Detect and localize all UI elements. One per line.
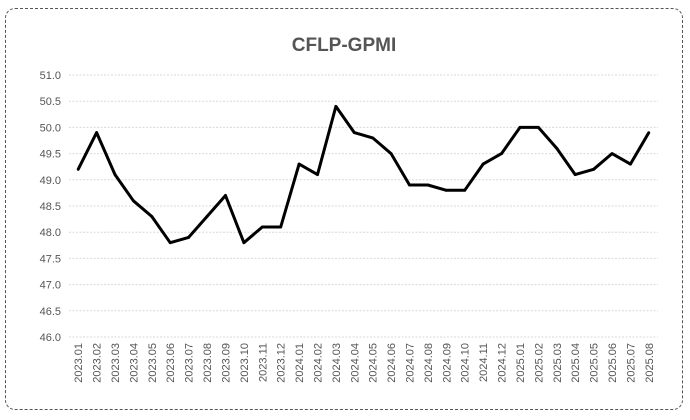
x-tick-label: 2023.07 — [184, 343, 196, 383]
data-point — [224, 194, 227, 197]
data-point — [481, 162, 485, 166]
y-tick-label: 46.5 — [40, 306, 61, 318]
x-tick-label: 2025.05 — [589, 343, 601, 383]
data-point — [647, 131, 651, 135]
x-tick-label: 2024.06 — [386, 343, 398, 383]
series-layer — [76, 104, 651, 245]
x-tick-label: 2024.04 — [349, 343, 361, 383]
y-tick-label: 49.5 — [40, 149, 61, 161]
data-point — [76, 167, 80, 171]
data-point — [260, 225, 264, 229]
data-point — [297, 162, 301, 166]
data-point — [426, 183, 430, 187]
x-tick-label: 2025.02 — [533, 343, 545, 383]
data-point — [113, 173, 117, 176]
data-point — [279, 225, 283, 229]
x-tick-label: 2023.05 — [147, 343, 159, 383]
x-tick-label: 2024.07 — [405, 343, 417, 383]
data-point — [371, 136, 375, 140]
data-point — [205, 215, 209, 218]
x-tick-label: 2023.10 — [239, 343, 251, 383]
series-line — [76, 104, 651, 245]
chart-title: CFLP-GPMI — [291, 35, 397, 56]
data-point — [592, 167, 595, 171]
x-tick-label: 2023.11 — [257, 343, 269, 382]
data-point — [242, 241, 246, 245]
x-tick-label: 2023.02 — [92, 343, 104, 383]
x-tick-label: 2025.07 — [625, 343, 637, 383]
x-tick-label: 2023.09 — [220, 343, 232, 383]
x-tick-label: 2024.12 — [497, 343, 509, 383]
data-point — [132, 199, 135, 203]
x-tick-label: 2024.09 — [441, 343, 453, 383]
gridlines — [69, 74, 658, 338]
data-point — [536, 126, 540, 129]
y-tick-label: 47.0 — [40, 280, 61, 292]
x-tick-label: 2024.01 — [294, 343, 306, 383]
x-tick-label: 2023.01 — [73, 343, 85, 383]
x-tick-label: 2025.04 — [570, 343, 582, 383]
data-point — [463, 188, 467, 192]
x-tick-label: 2023.08 — [202, 343, 214, 383]
y-tick-label: 50.5 — [40, 96, 61, 108]
y-tick-label: 49.0 — [40, 175, 61, 187]
x-tick-label: 2025.06 — [607, 343, 619, 383]
x-tick-label: 2023.12 — [276, 343, 288, 383]
x-tick-label: 2024.03 — [331, 343, 343, 383]
data-point — [628, 162, 632, 166]
x-tick-label: 2024.08 — [423, 343, 435, 383]
x-tick-label: 2025.08 — [644, 343, 656, 383]
data-point — [168, 241, 172, 245]
data-point — [610, 152, 614, 156]
y-axis-ticks: 51.0 50.5 50.0 49.5 49.0 48.5 48.0 47.5 47.0 46.5… — [40, 70, 61, 344]
x-tick-label: 2024.11 — [478, 343, 490, 382]
y-tick-label: 51.0 — [40, 70, 61, 82]
data-point — [518, 126, 522, 129]
y-tick-label: 48.0 — [40, 227, 61, 239]
data-point — [150, 215, 154, 218]
data-point — [316, 173, 319, 176]
data-point — [555, 146, 559, 150]
y-tick-label: 48.5 — [40, 201, 61, 213]
y-tick-label: 50.0 — [40, 122, 61, 134]
data-point — [500, 152, 503, 156]
y-tick-label: 47.5 — [40, 253, 61, 265]
data-point — [444, 188, 448, 192]
x-tick-label: 2024.10 — [460, 343, 472, 383]
data-point — [352, 131, 356, 135]
x-tick-label: 2024.02 — [312, 343, 324, 383]
data-point — [95, 131, 99, 135]
data-point — [408, 183, 411, 187]
x-tick-label: 2023.03 — [110, 343, 122, 383]
y-tick-label: 46.0 — [40, 332, 61, 344]
x-tick-label: 2025.03 — [552, 343, 564, 383]
data-point — [573, 173, 577, 176]
data-point — [187, 236, 191, 239]
x-tick-label: 2023.04 — [128, 343, 140, 383]
x-tick-label: 2023.06 — [165, 343, 177, 383]
x-tick-label: 2025.01 — [515, 343, 527, 383]
data-point — [334, 105, 338, 108]
x-tick-label: 2024.05 — [368, 343, 380, 383]
x-axis-ticks: 2023.01 2023.02 2023.03 2023.04 2023.05 2023.… — [73, 343, 656, 383]
data-point — [389, 152, 393, 156]
